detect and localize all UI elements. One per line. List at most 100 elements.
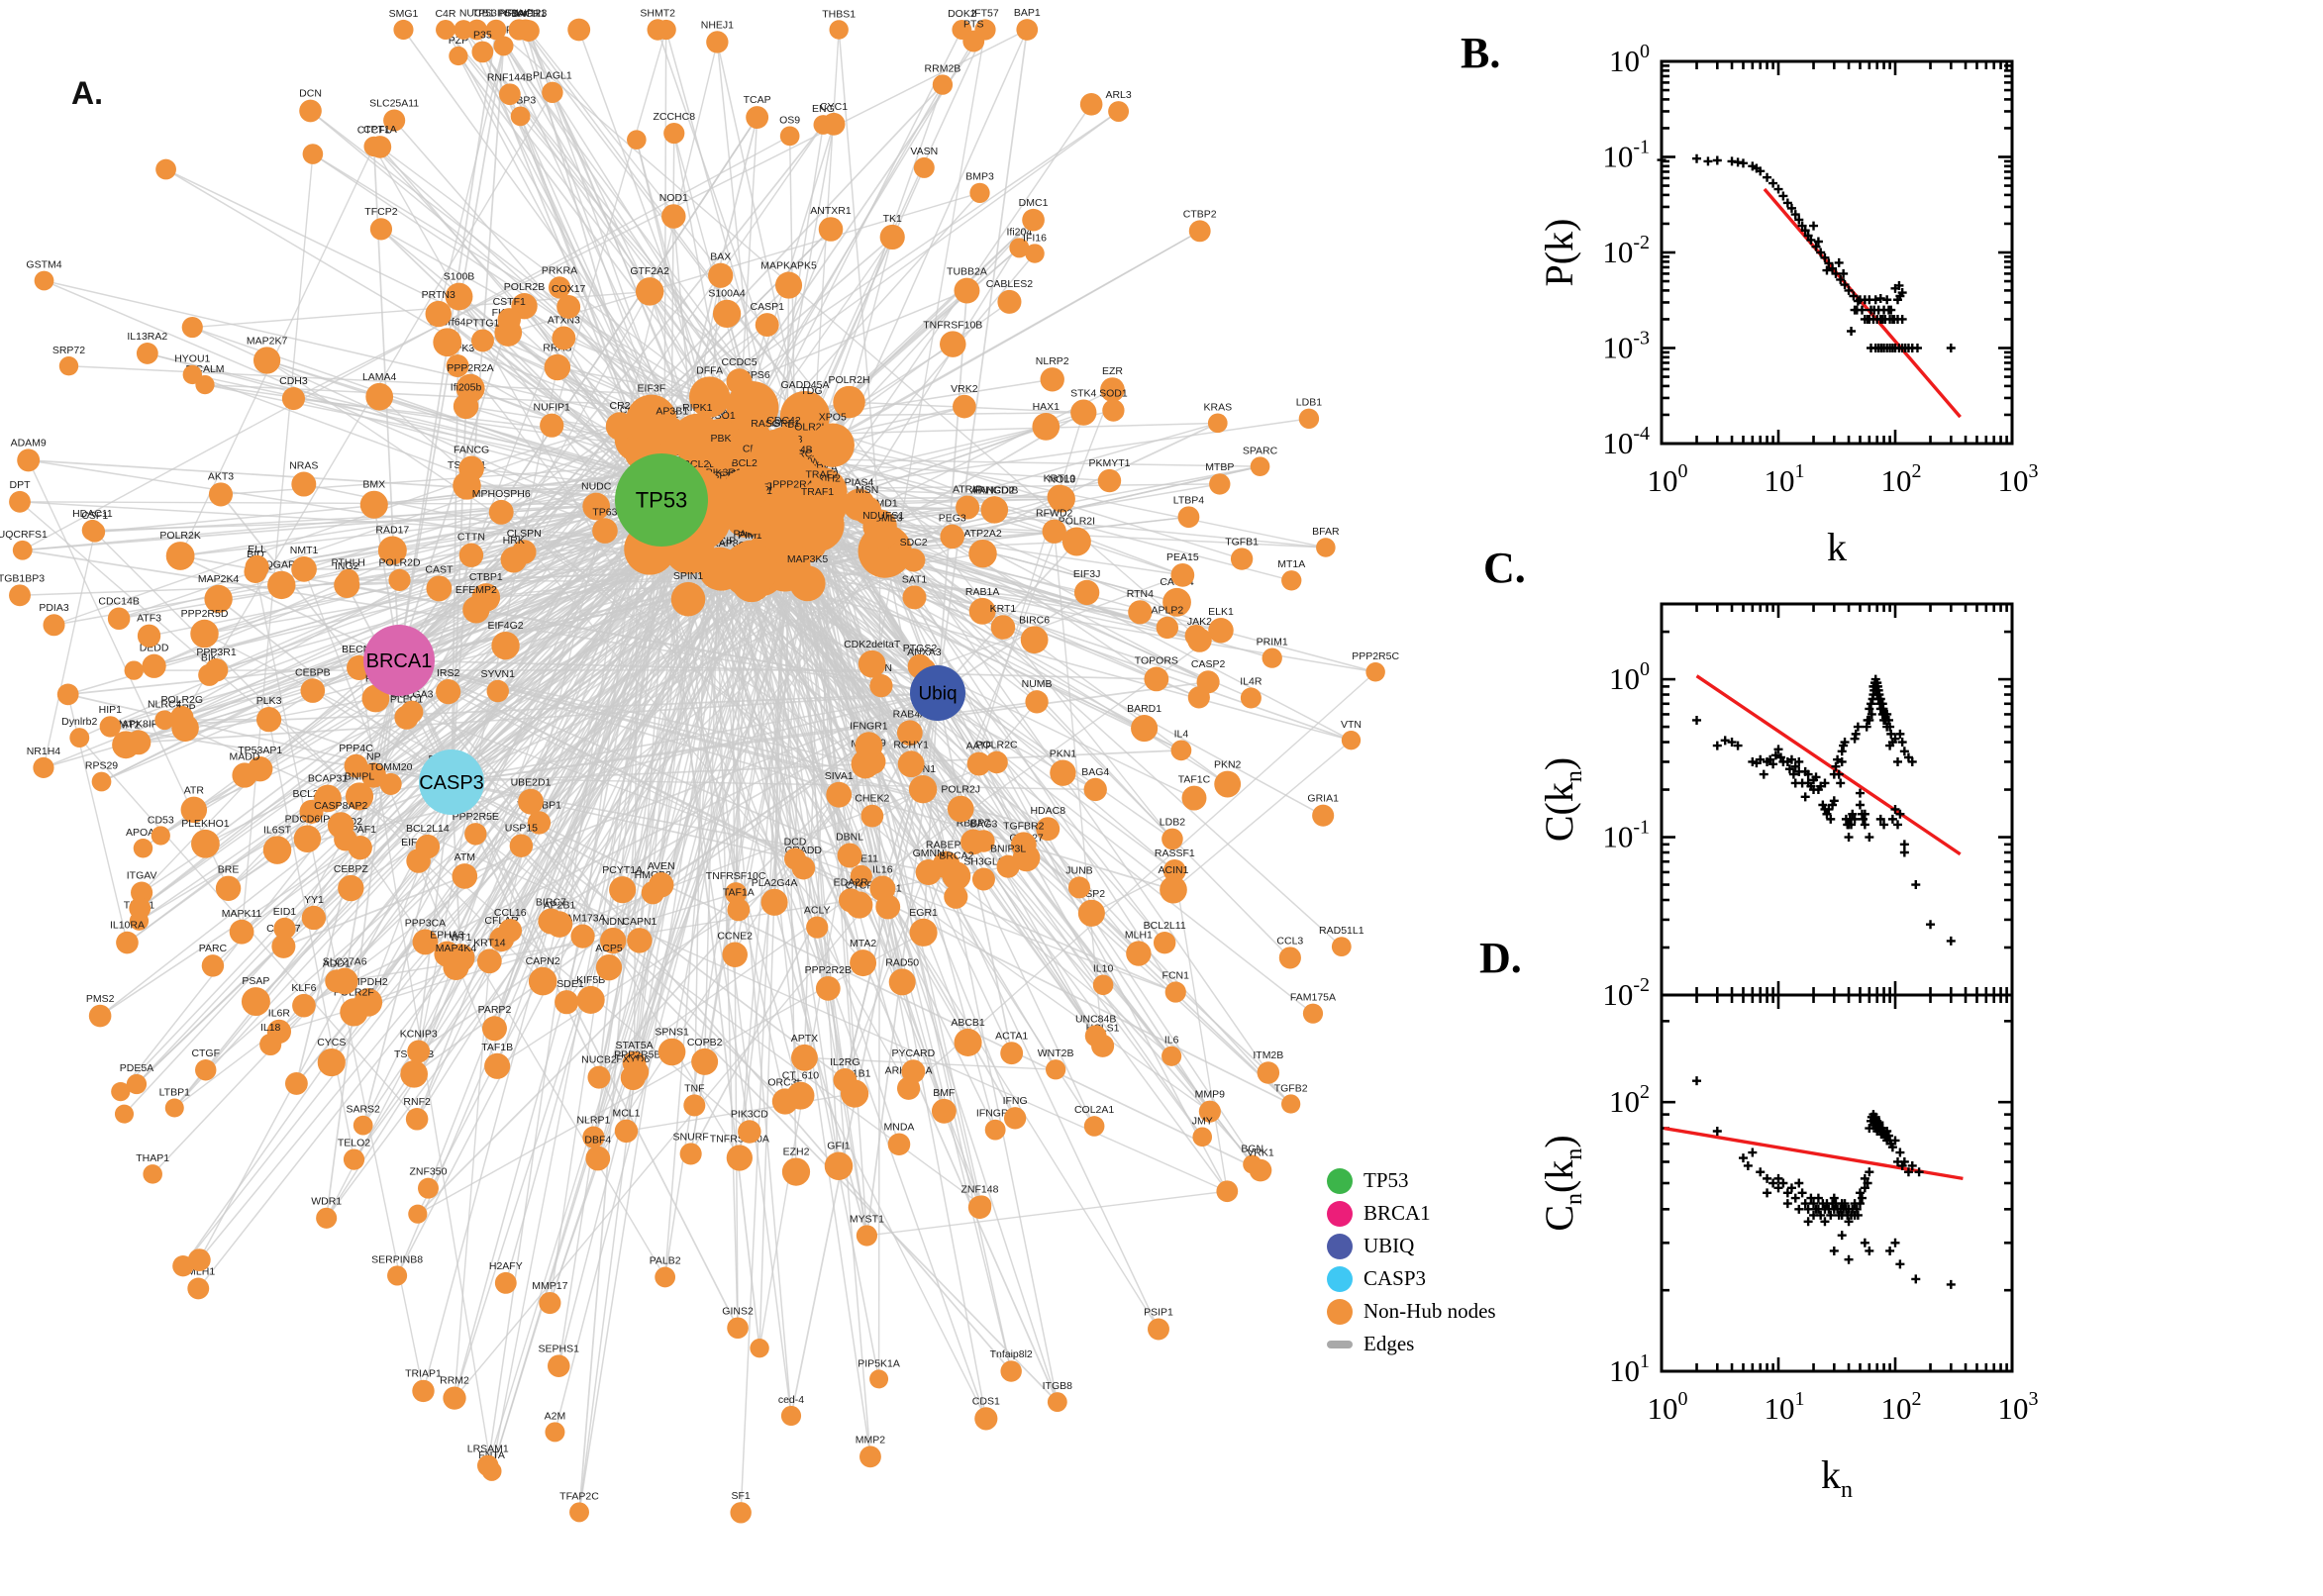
network-node (1126, 941, 1152, 966)
gene-label: TP53INP1 (472, 8, 521, 20)
gene-label: ABCB1 (951, 1017, 985, 1029)
network-edge (551, 29, 667, 426)
gene-label: TGFBR2 (1003, 820, 1045, 832)
network-node (1036, 817, 1060, 842)
network-node (1128, 600, 1153, 625)
gene-label: GFI1 (827, 1140, 850, 1151)
network-node (353, 1115, 373, 1136)
gene-label: ELL (248, 544, 266, 555)
network-node (34, 270, 54, 291)
network-node (656, 19, 676, 41)
network-node (661, 204, 686, 229)
tick-label: 102 (1881, 1388, 1922, 1426)
gene-label: CT_610 (782, 1070, 820, 1082)
network-node (1250, 456, 1270, 476)
network-node (1170, 740, 1192, 761)
network-edge (500, 42, 719, 940)
network-node (663, 122, 685, 145)
gene-label: THBS1 (822, 8, 856, 20)
network-node (488, 499, 514, 525)
gene-label: HYOU1 (174, 353, 210, 365)
data-point (1890, 1238, 1900, 1247)
network-node (614, 1119, 639, 1144)
network-legend: TP53 BRCA1 UBIQ CASP3 Non-Hub nodes Edge… (1327, 1164, 1496, 1360)
gene-label: AP2B1 (544, 899, 576, 911)
tick-label: 10-3 (1602, 328, 1650, 365)
gene-label: NLRC4 (148, 698, 182, 710)
data-point (1738, 158, 1748, 168)
network-edge (819, 103, 1092, 502)
gene-label: OS9 (779, 115, 800, 127)
gene-label: NOL3 (1049, 473, 1076, 485)
x-axis-label: k (1827, 525, 1847, 569)
data-point (1895, 809, 1905, 819)
network-node (708, 444, 734, 470)
network-edge (592, 480, 758, 1138)
gene-label: BACH1 (511, 8, 546, 20)
network-node (1298, 408, 1320, 430)
gene-label: XPO5 (819, 412, 847, 424)
gene-label: CLSPN (507, 528, 542, 540)
tick-label: 100 (1609, 658, 1650, 696)
network-node (712, 299, 742, 329)
gene-label: CASP8AP2 (314, 800, 367, 812)
data-point (1847, 820, 1857, 830)
gene-label: TNFRSF10C (706, 870, 766, 882)
network-node (1047, 484, 1072, 510)
network-node (181, 316, 203, 339)
network-node (129, 897, 152, 920)
gene-label: FCN1 (1162, 969, 1190, 981)
data-point (1800, 792, 1810, 802)
network-node (84, 521, 106, 543)
gene-label: LTBP4 (1173, 494, 1204, 506)
network-node (1302, 1003, 1324, 1024)
tick-label: 103 (1998, 460, 2039, 498)
network-node (947, 795, 974, 823)
data-point (1826, 814, 1836, 824)
network-node (302, 144, 324, 164)
network-edge (451, 422, 1219, 783)
gene-label: TAF1A (723, 886, 755, 898)
network-node (595, 954, 623, 981)
network-node (527, 811, 552, 835)
network-edge (204, 499, 662, 845)
network-edge (417, 932, 924, 1215)
network-node (142, 653, 166, 678)
network-node (657, 1038, 686, 1066)
network-node (879, 224, 905, 250)
data-point (1768, 1178, 1778, 1188)
network-node (1187, 686, 1210, 709)
network-node (471, 329, 494, 352)
network-node (969, 182, 990, 203)
network-node (968, 539, 997, 568)
data-point (1712, 741, 1722, 750)
data-point (1890, 1136, 1900, 1146)
data-point (1831, 268, 1841, 278)
network-edge (139, 499, 662, 910)
network-node (966, 751, 991, 776)
hub-node-BRCA1 (363, 625, 435, 696)
legend-label: TP53 (1364, 1168, 1409, 1192)
gene-label: SAT1 (902, 573, 928, 585)
data-point (1840, 1199, 1850, 1209)
network-node (829, 20, 849, 40)
gene-label: RCHY1 (893, 739, 929, 750)
gene-label: TOMM20 (369, 761, 413, 773)
gene-label: CTTN (457, 532, 485, 544)
gene-label: BAG4 (1081, 766, 1109, 778)
data-point (1820, 1217, 1830, 1227)
gene-label: PSIP1 (1144, 1307, 1173, 1319)
network-node (869, 674, 893, 698)
network-edge (457, 295, 662, 501)
network-node (124, 660, 144, 680)
gene-label: UBE2D1 (511, 777, 552, 789)
network-edge (451, 411, 1084, 783)
network-node (114, 1104, 135, 1124)
gene-label: CCL16 (494, 907, 527, 919)
network-node (515, 19, 537, 41)
network-node (509, 834, 534, 857)
network-edge (806, 219, 1035, 584)
network-edge (418, 692, 939, 1052)
network-edge (688, 549, 957, 898)
network-node (901, 549, 926, 572)
